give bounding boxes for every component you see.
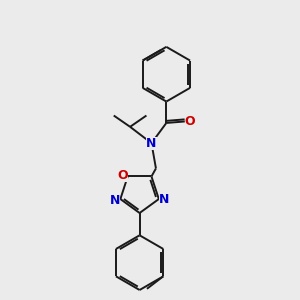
Text: O: O bbox=[117, 169, 128, 182]
Text: N: N bbox=[110, 194, 120, 207]
Text: N: N bbox=[159, 193, 169, 206]
Text: O: O bbox=[185, 115, 195, 128]
Text: N: N bbox=[146, 137, 157, 150]
